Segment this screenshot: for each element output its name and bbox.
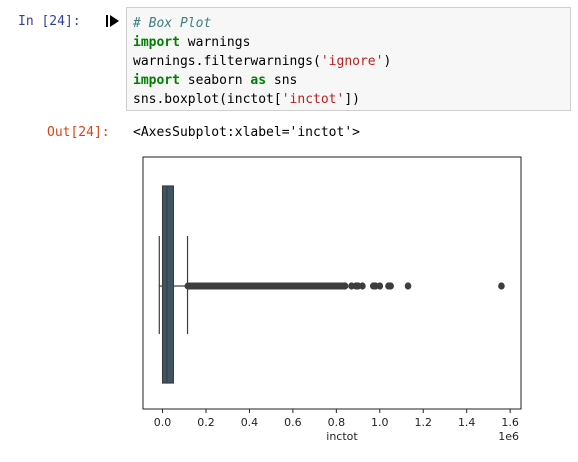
code-cell-editor[interactable]: # Box Plot import warnings warnings.filter…: [126, 7, 571, 111]
outlier-band: [184, 282, 349, 290]
code-token: as: [250, 73, 267, 88]
code-token: 'inctot': [281, 92, 345, 107]
run-cell-icon[interactable]: [104, 12, 122, 30]
code-token: import: [133, 35, 180, 50]
code-token: sns.boxplot(inctot[: [133, 92, 282, 107]
code-line: import warnings: [133, 33, 564, 52]
x-tick-label: 1.0: [371, 416, 389, 429]
outlier-point: [376, 282, 384, 290]
x-tick-label: 0.6: [284, 416, 302, 429]
outlier-point: [404, 282, 412, 290]
code-token: ): [383, 54, 392, 69]
code-line: sns.boxplot(inctot['inctot']): [133, 90, 564, 109]
axes-frame: [142, 156, 522, 410]
output-text: <AxesSubplot:xlabel='inctot'>: [133, 125, 360, 140]
code-token: import: [133, 73, 180, 88]
x-tick-label: 1.2: [414, 416, 432, 429]
box-iqr: [161, 185, 175, 384]
code-token: sns: [266, 73, 298, 88]
code-token: 'ignore': [320, 54, 384, 69]
code-token: # Box Plot: [133, 16, 212, 31]
x-tick-label: 0.0: [154, 416, 172, 429]
x-tick-label: 0.4: [241, 416, 259, 429]
code-token: ]): [344, 92, 360, 107]
outlier-point: [387, 282, 394, 290]
x-tick-label: 1.4: [458, 416, 476, 429]
code-line: warnings.filterwarnings('ignore'): [133, 52, 564, 71]
code-token: warnings.filterwarnings(: [133, 54, 321, 69]
x-tick-label: 1.6: [501, 416, 519, 429]
outlier-point: [341, 282, 349, 290]
x-tick-label: 0.2: [197, 416, 215, 429]
x-tick-label: 0.8: [328, 416, 346, 429]
output-prompt: Out[24]:: [47, 125, 110, 140]
outlier-point: [498, 282, 505, 290]
code-line: import seaborn as sns: [133, 71, 564, 90]
code-token: seaborn: [179, 73, 251, 88]
outlier-point: [359, 282, 366, 290]
code-line: # Box Plot: [133, 14, 564, 33]
x-axis-label: inctot: [326, 430, 358, 443]
code-token: warnings: [179, 35, 251, 50]
x-axis-scale-label: 1e6: [498, 430, 519, 443]
input-prompt: In [24]:: [18, 14, 81, 29]
